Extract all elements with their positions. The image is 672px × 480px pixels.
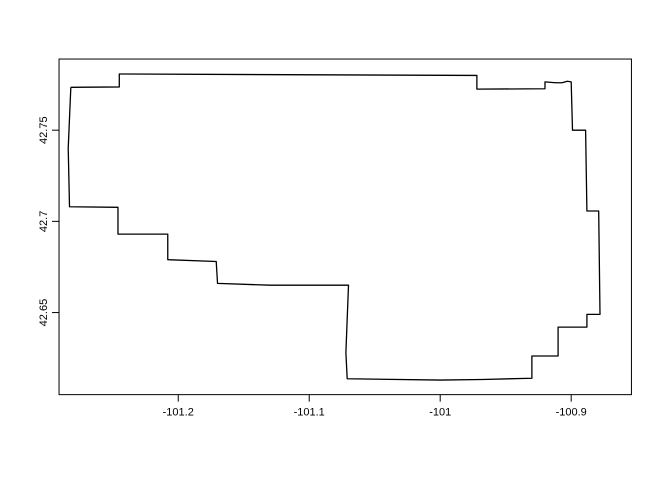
y-tick-label: 42.7 <box>38 211 50 232</box>
y-tick-label: 42.65 <box>38 299 50 327</box>
y-tick-label: 42.75 <box>38 116 50 144</box>
plot-frame <box>58 58 632 396</box>
x-tick-label: -101.1 <box>294 407 325 419</box>
x-tick-label: -101.2 <box>163 407 194 419</box>
x-tick-label: -101 <box>429 407 451 419</box>
y-axis: 42.65 42.7 42.75 <box>38 116 60 327</box>
boundary-outline <box>67 73 601 381</box>
x-axis: -101.2 -101.1 -101 -100.9 <box>163 394 587 419</box>
x-tick-label: -100.9 <box>556 407 587 419</box>
